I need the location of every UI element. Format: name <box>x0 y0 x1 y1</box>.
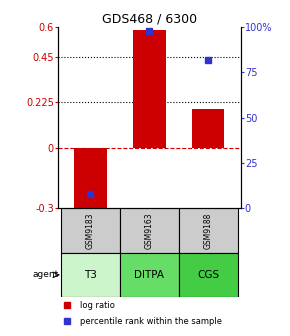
Text: log ratio: log ratio <box>80 301 115 309</box>
Text: T3: T3 <box>84 270 97 280</box>
Text: CGS: CGS <box>197 270 219 280</box>
Title: GDS468 / 6300: GDS468 / 6300 <box>102 13 197 26</box>
Bar <box>179 208 238 253</box>
Bar <box>133 30 166 148</box>
Text: GSM9188: GSM9188 <box>204 212 213 249</box>
Bar <box>179 253 238 297</box>
Text: GSM9163: GSM9163 <box>145 212 154 249</box>
Text: GSM9183: GSM9183 <box>86 212 95 249</box>
Bar <box>61 253 120 297</box>
Text: percentile rank within the sample: percentile rank within the sample <box>80 317 222 326</box>
Bar <box>120 253 179 297</box>
Text: DITPA: DITPA <box>134 270 164 280</box>
Bar <box>61 208 120 253</box>
Bar <box>74 148 107 212</box>
Bar <box>192 109 224 148</box>
Bar <box>120 208 179 253</box>
Text: agent: agent <box>32 270 59 279</box>
